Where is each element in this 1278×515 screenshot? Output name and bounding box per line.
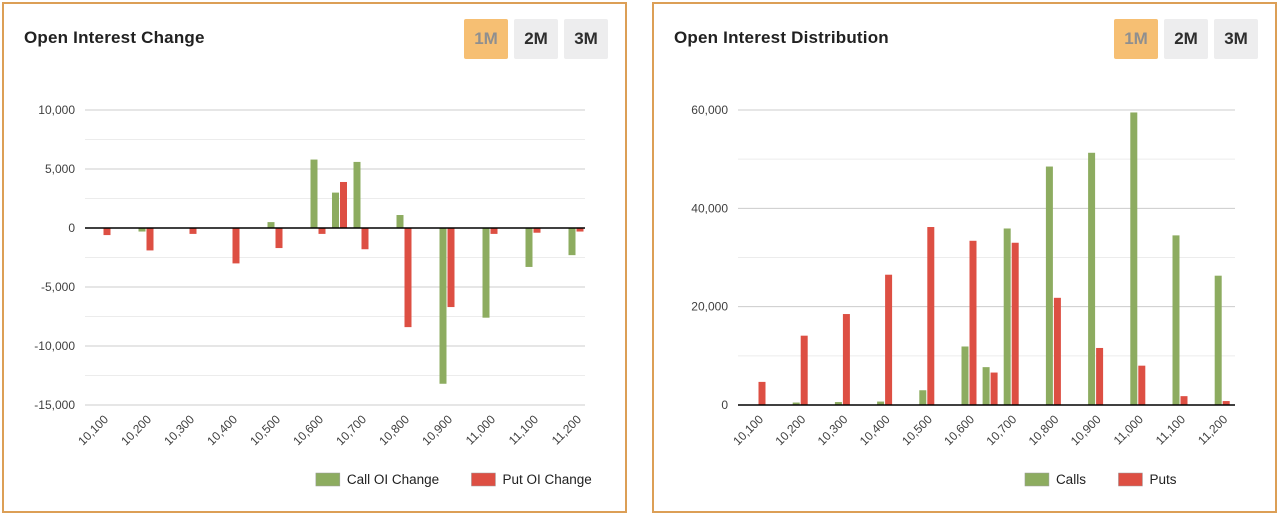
panel-header: Open Interest Change 1M 2M 3M (4, 4, 625, 74)
svg-text:10,800: 10,800 (1026, 412, 1062, 448)
svg-text:-15,000: -15,000 (34, 398, 75, 412)
svg-text:-10,000: -10,000 (34, 339, 75, 353)
range-button-group: 1M 2M 3M (464, 19, 608, 59)
svg-text:10,300: 10,300 (815, 412, 851, 448)
svg-text:11,200: 11,200 (1195, 412, 1230, 447)
svg-text:10,100: 10,100 (75, 412, 111, 448)
svg-text:10,000: 10,000 (38, 103, 75, 117)
svg-text:10,600: 10,600 (290, 412, 326, 448)
svg-text:Calls: Calls (1056, 472, 1086, 487)
panel-header: Open Interest Distribution 1M 2M 3M (654, 4, 1275, 74)
svg-text:-5,000: -5,000 (41, 280, 75, 294)
svg-text:11,000: 11,000 (1111, 412, 1146, 447)
svg-text:10,700: 10,700 (333, 412, 369, 448)
svg-text:10,100: 10,100 (730, 412, 766, 448)
svg-text:10,200: 10,200 (118, 412, 154, 448)
range-button-1m[interactable]: 1M (464, 19, 508, 59)
svg-text:0: 0 (68, 221, 75, 235)
range-button-2m[interactable]: 2M (1164, 19, 1208, 59)
range-button-2m[interactable]: 2M (514, 19, 558, 59)
svg-text:11,100: 11,100 (1153, 412, 1188, 447)
svg-text:10,400: 10,400 (204, 412, 240, 448)
svg-text:60,000: 60,000 (691, 103, 728, 117)
svg-text:10,500: 10,500 (247, 412, 283, 448)
svg-text:Call OI Change: Call OI Change (347, 472, 439, 487)
open-interest-change-panel: Open Interest Change 1M 2M 3M 10,000 5,00… (2, 2, 627, 513)
range-button-3m[interactable]: 3M (564, 19, 608, 59)
svg-text:11,100: 11,100 (506, 412, 541, 447)
range-button-3m[interactable]: 3M (1214, 19, 1258, 59)
panel-title: Open Interest Distribution (674, 28, 889, 47)
svg-text:10,600: 10,600 (941, 412, 977, 448)
svg-text:11,200: 11,200 (549, 412, 584, 447)
svg-text:0: 0 (721, 398, 728, 412)
svg-text:10,900: 10,900 (1068, 412, 1104, 448)
svg-text:20,000: 20,000 (691, 300, 728, 314)
svg-text:10,900: 10,900 (419, 412, 455, 448)
svg-text:10,800: 10,800 (376, 412, 412, 448)
svg-text:10,700: 10,700 (983, 412, 1019, 448)
svg-text:10,200: 10,200 (772, 412, 808, 448)
svg-text:10,500: 10,500 (899, 412, 935, 448)
svg-text:10,400: 10,400 (857, 412, 893, 448)
svg-text:Put OI Change: Put OI Change (502, 472, 591, 487)
panel-title: Open Interest Change (24, 28, 205, 47)
range-button-group: 1M 2M 3M (1114, 19, 1258, 59)
svg-text:40,000: 40,000 (691, 201, 728, 215)
svg-text:5,000: 5,000 (45, 162, 75, 176)
svg-text:Puts: Puts (1149, 472, 1176, 487)
svg-text:10,300: 10,300 (161, 412, 197, 448)
svg-text:11,000: 11,000 (463, 412, 498, 447)
open-interest-distribution-panel: Open Interest Distribution 1M 2M 3M 0 20,… (652, 2, 1277, 513)
range-button-1m[interactable]: 1M (1114, 19, 1158, 59)
